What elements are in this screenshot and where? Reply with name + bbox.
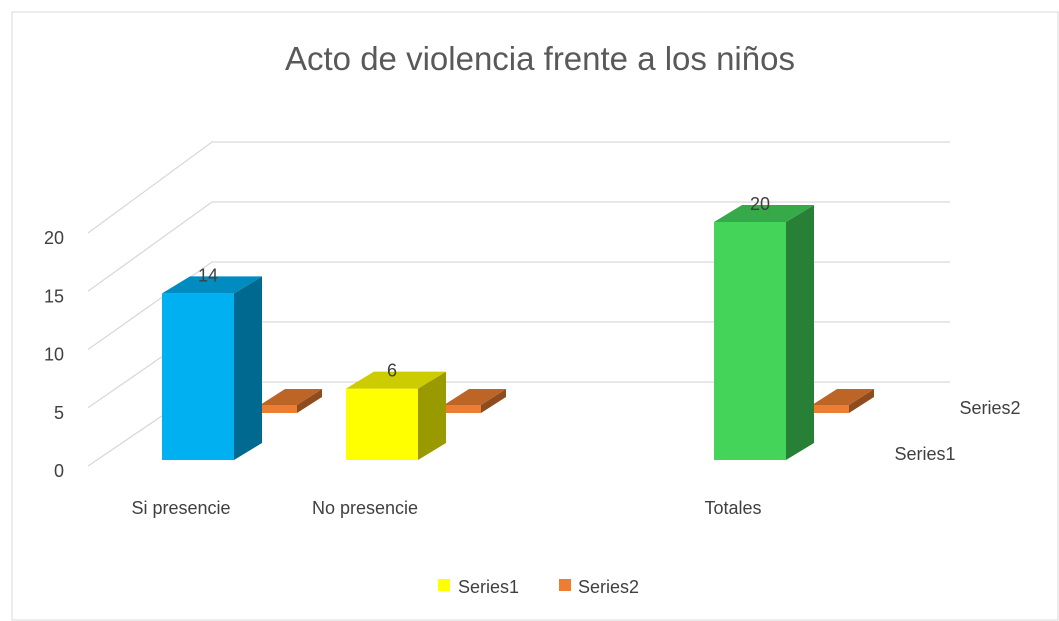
bar-side xyxy=(234,276,262,460)
bar-front xyxy=(346,388,418,460)
bar-side xyxy=(297,389,322,413)
y-tick-label: 0 xyxy=(54,461,64,481)
y-tick-label: 20 xyxy=(44,228,64,248)
bar-top xyxy=(346,371,446,389)
y-tick-label: 10 xyxy=(44,345,64,365)
bar-side xyxy=(786,205,814,460)
bar-front xyxy=(444,405,481,413)
bar-front xyxy=(812,405,849,413)
x-tick-label: Si presencie xyxy=(131,498,230,518)
y-tick-label: 15 xyxy=(44,286,64,306)
legend-label: Series1 xyxy=(458,577,519,597)
y-tick-label: 5 xyxy=(54,403,64,423)
bar-front xyxy=(162,293,234,460)
bar-side xyxy=(418,371,446,460)
x-tick-label: No presencie xyxy=(312,498,418,518)
legend-swatch xyxy=(559,579,571,591)
data-label: 20 xyxy=(750,194,770,214)
chart-title: Acto de violencia frente a los niños xyxy=(285,40,795,77)
x-tick-label: Totales xyxy=(704,498,761,518)
bar-top xyxy=(812,389,874,405)
series-axis-label: Series2 xyxy=(959,398,1020,418)
legend-label: Series2 xyxy=(578,577,639,597)
legend-swatch xyxy=(438,579,450,591)
bar-top xyxy=(260,389,322,405)
bar-front xyxy=(714,222,786,460)
grid-line xyxy=(87,141,950,234)
data-label: 14 xyxy=(198,265,218,285)
grid-line xyxy=(87,261,950,351)
bar-side xyxy=(849,389,874,413)
bar-side xyxy=(481,389,506,413)
bar-top xyxy=(444,389,506,405)
bar-top xyxy=(714,205,814,222)
bar-front xyxy=(260,405,297,413)
series-axis-label: Series1 xyxy=(894,444,955,464)
grid-line xyxy=(87,201,950,292)
bar-top xyxy=(162,276,262,294)
data-label: 6 xyxy=(387,361,397,381)
